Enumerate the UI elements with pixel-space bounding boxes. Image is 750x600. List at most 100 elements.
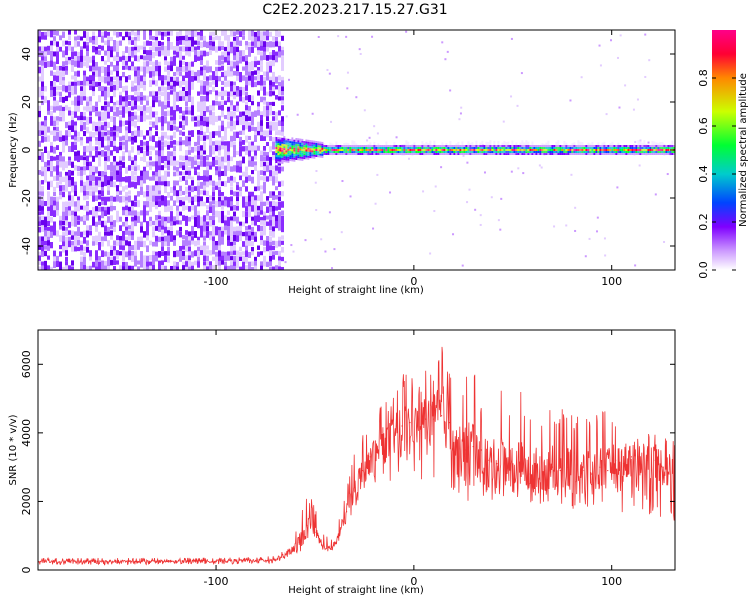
spectrogram-cell: [134, 195, 137, 201]
spectrogram-cell: [263, 215, 266, 221]
spectrogram-cell: [307, 151, 310, 154]
spectrogram-cell: [257, 46, 260, 52]
spectrogram-cell: [583, 145, 586, 147]
spectrogram-cell: [98, 146, 101, 151]
spectrogram-cell: [269, 255, 272, 262]
spectrogram-cell: [233, 141, 236, 148]
spectrogram-cell: [323, 143, 326, 156]
spectrogram-cell: [567, 151, 570, 153]
spectrogram-cell: [272, 155, 275, 161]
spectrogram-cell: [164, 116, 167, 124]
spectrogram-cell: [203, 185, 206, 193]
spectrogram-cell: [206, 176, 209, 183]
spectrogram-cell: [639, 139, 642, 142]
spectrogram-cell: [74, 51, 77, 58]
spectrogram-cell: [301, 138, 304, 141]
spectrogram-cell: [665, 147, 668, 149]
spectrogram-cell: [489, 145, 492, 147]
spectrogram-cell: [537, 153, 540, 155]
spectrogram-cell: [377, 147, 380, 149]
spectrogram-cell: [423, 145, 426, 147]
spectrogram-cell: [218, 215, 221, 223]
spectrogram-cell: [221, 105, 224, 111]
spectrogram-cell: [593, 149, 596, 151]
spectrogram-cell: [623, 145, 626, 147]
spectrogram-cell: [209, 145, 212, 151]
spectrogram-cell: [191, 130, 194, 138]
spectrogram-cell: [185, 161, 188, 168]
spectrogram-cell: [41, 100, 44, 106]
spectrogram-cell: [341, 145, 344, 147]
spectrogram-cell: [611, 153, 614, 155]
spectrogram-cell: [543, 153, 546, 155]
spectrogram-cell: [349, 153, 352, 155]
spectrogram-cell: [636, 98, 639, 101]
spectrogram-cell: [619, 153, 622, 155]
spectrogram-cell: [272, 116, 275, 121]
spectrogram-cell: [200, 105, 203, 113]
spectrogram-cell: [104, 151, 107, 157]
spectrogram-cell: [236, 51, 239, 58]
spectrogram-cell: [309, 140, 312, 143]
spectrogram-cell: [176, 210, 179, 217]
spectrogram-cell: [98, 255, 101, 261]
spectrogram-cell: [511, 151, 514, 153]
spectrogram-cell: [92, 171, 95, 178]
spectrogram-cell: [266, 196, 269, 202]
spectrogram-cell: [269, 261, 272, 266]
spectrogram-cell: [113, 256, 116, 261]
spectrogram-cell: [188, 251, 191, 259]
spectrogram-cell: [206, 181, 209, 188]
spectrogram-cell: [41, 195, 44, 202]
spectrogram-cell: [579, 149, 582, 151]
spectrogram-cell: [101, 55, 104, 62]
spectrogram-cell: [41, 75, 44, 81]
spectrogram-cell: [489, 140, 492, 153]
spectrogram-cell: [655, 142, 658, 155]
spectrogram-cell: [56, 106, 59, 111]
spectrogram-cell: [185, 261, 188, 268]
spectrogram-cell: [107, 251, 110, 259]
spectrogram-cell: [116, 250, 119, 257]
spectrogram-cell: [647, 153, 650, 155]
spectrogram-cell: [98, 66, 101, 71]
snr-line: [38, 346, 675, 566]
spectrogram-cell: [149, 50, 152, 57]
spectrogram-cell: [277, 143, 280, 146]
spectrogram-cell: [116, 185, 119, 192]
spectrogram-cell: [275, 201, 278, 209]
spectrogram-cell: [373, 153, 376, 155]
spectrogram-cell: [101, 265, 104, 270]
spectrogram-cell: [140, 111, 143, 118]
spectrogram-cell: [389, 151, 392, 153]
spectrogram-cell: [56, 120, 59, 126]
spectrogram-cell: [104, 86, 107, 94]
spectrogram-cell: [266, 165, 269, 173]
spectrogram-cell: [403, 151, 406, 153]
spectrogram-cell: [194, 121, 197, 127]
spectrogram-cell: [341, 151, 344, 153]
spectrogram-cell: [119, 245, 122, 250]
spectrogram-cell: [657, 149, 660, 151]
spectrogram-cell: [617, 142, 620, 155]
spectrogram-cell: [543, 151, 546, 153]
spectrogram-cell: [200, 55, 203, 61]
spectrogram-cell: [233, 145, 236, 151]
spectrogram-cell: [56, 60, 59, 65]
spectrogram-cell: [275, 131, 278, 138]
spectrogram-cell: [395, 153, 398, 155]
spectrogram-cell: [50, 50, 53, 58]
spectrogram-cell: [227, 60, 230, 66]
spectrogram-cell: [491, 145, 494, 147]
spectrogram-cell: [376, 132, 379, 135]
spectrogram-cell: [62, 201, 65, 208]
spectrogram-cell: [263, 80, 266, 86]
spectrogram-cell: [323, 151, 326, 153]
spectrogram-cell: [50, 70, 53, 76]
spectrogram-cell: [92, 206, 95, 212]
spectrogram-cell: [487, 142, 490, 155]
spectrogram-cell: [155, 51, 158, 57]
spectrogram-cell: [41, 236, 44, 244]
spectrogram-cell: [146, 100, 149, 106]
spectrogram-cell: [230, 265, 233, 270]
